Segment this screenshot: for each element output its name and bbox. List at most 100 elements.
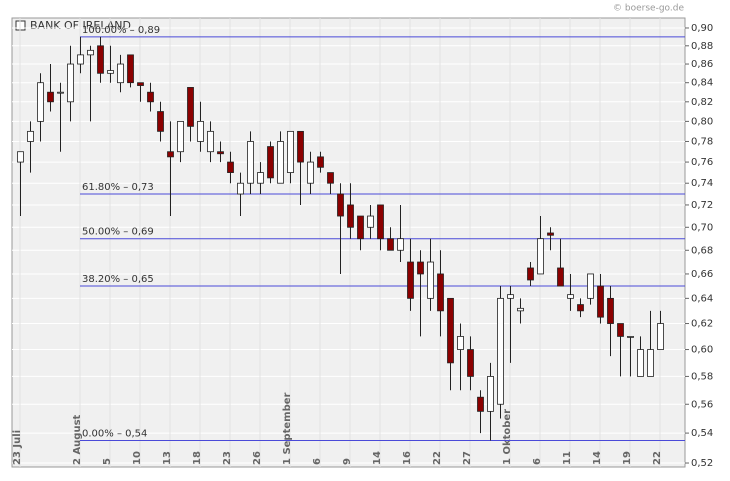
y-tick-label: 0,82 <box>691 97 713 108</box>
candle-body <box>97 45 104 74</box>
candle-body <box>387 238 394 251</box>
candle-body <box>117 63 124 84</box>
x-tick-label: 10 <box>132 451 143 465</box>
candle-body <box>377 204 384 240</box>
x-tick-label: 18 <box>192 451 203 465</box>
x-tick-label: 23 <box>222 451 233 465</box>
y-tick-label: 0,68 <box>691 245 713 256</box>
candle-body <box>237 182 244 195</box>
candle-body <box>537 238 544 275</box>
x-tick-label: 13 <box>162 451 173 465</box>
candle-body <box>327 172 334 184</box>
x-tick-label: 19 <box>622 451 633 465</box>
candle-body <box>657 323 664 350</box>
x-tick-label: 11 <box>562 451 573 465</box>
candle-body <box>27 130 34 142</box>
candle-body <box>167 151 174 158</box>
x-tick-label: 26 <box>252 451 263 465</box>
y-tick-label: 0,54 <box>691 428 713 439</box>
y-tick-label: 0,72 <box>691 200 713 211</box>
candle-body <box>577 304 584 312</box>
candle-body <box>187 87 194 127</box>
candle-body <box>177 120 184 153</box>
candle-body <box>527 267 534 281</box>
candle-body <box>637 349 644 377</box>
x-tick-label: 23 Juli <box>12 430 23 465</box>
candle-body <box>337 193 344 217</box>
candle-body <box>297 130 304 163</box>
candle-body <box>147 91 154 103</box>
y-tick-label: 0,52 <box>691 458 713 469</box>
y-tick-label: 0,62 <box>691 319 713 330</box>
candle-body <box>517 307 524 312</box>
x-tick-label: 14 <box>372 451 383 465</box>
candle-body <box>157 111 164 132</box>
x-tick-label: 6 <box>532 458 543 465</box>
candle-body <box>357 215 364 240</box>
candle-body <box>507 294 514 299</box>
candle-body <box>417 261 424 275</box>
candle-body <box>567 294 574 299</box>
candle-body <box>247 141 254 184</box>
x-tick-label: 6 <box>312 458 323 465</box>
candle-body <box>367 215 374 228</box>
candle-body <box>467 349 474 377</box>
candle-body <box>37 82 44 122</box>
y-tick-label: 0,76 <box>691 157 713 168</box>
candle-body <box>407 261 414 299</box>
y-tick-label: 0,86 <box>691 59 713 70</box>
level-label: 50.00% – 0,69 <box>82 227 154 238</box>
y-tick-label: 0,70 <box>691 222 713 233</box>
level-label: 38.20% – 0,65 <box>82 274 154 285</box>
y-tick-label: 0,66 <box>691 269 713 280</box>
candle-body <box>627 336 634 338</box>
candle-body <box>647 349 654 377</box>
level-label: 100.00% – 0,89 <box>82 25 160 36</box>
y-tick-label: 0,64 <box>691 293 713 304</box>
level-label: 61.80% – 0,73 <box>82 182 154 193</box>
candle-body <box>267 146 274 179</box>
candle-body <box>287 130 294 173</box>
candle-body <box>487 376 494 412</box>
x-tick-label: 5 <box>102 458 113 465</box>
candle-body <box>557 267 564 287</box>
x-tick-label: 1 Oktober <box>502 409 513 465</box>
x-tick-label: 1 September <box>282 392 293 465</box>
candle-body <box>227 161 234 173</box>
candle-body <box>397 238 404 251</box>
candle-body <box>607 297 614 324</box>
x-tick-label: 2 August <box>72 414 83 465</box>
candle-body <box>617 323 624 337</box>
x-tick-label: 27 <box>462 451 473 465</box>
candle-body <box>597 285 604 318</box>
candle-body <box>217 151 224 155</box>
x-tick-label: 16 <box>402 451 413 465</box>
candle-body <box>427 261 434 299</box>
y-tick-label: 0,80 <box>691 116 713 127</box>
y-tick-label: 0,74 <box>691 178 713 189</box>
y-tick-label: 0,56 <box>691 399 713 410</box>
x-tick-label: 14 <box>592 451 603 465</box>
candle-body <box>67 63 74 103</box>
candle-body <box>277 141 284 184</box>
level-label: 0.00% – 0,54 <box>82 428 147 439</box>
candle-body <box>137 82 144 86</box>
y-tick-label: 0,60 <box>691 345 713 356</box>
y-tick-label: 0,90 <box>691 23 713 34</box>
x-tick-label: 9 <box>342 458 353 465</box>
x-tick-label: 22 <box>652 451 663 465</box>
candle-body <box>87 49 94 56</box>
candle-body <box>587 273 594 299</box>
candle-body <box>197 120 204 142</box>
source: © boerse-go.de <box>613 4 684 14</box>
y-tick-label: 0,78 <box>691 136 713 147</box>
candle-body <box>317 156 324 168</box>
y-tick-label: 0,88 <box>691 41 713 52</box>
candle-body <box>547 232 554 236</box>
plot-area <box>11 17 686 468</box>
candle-body <box>477 396 484 412</box>
candle-body <box>127 54 134 84</box>
candle-body <box>447 297 454 364</box>
candle-body <box>257 172 264 184</box>
